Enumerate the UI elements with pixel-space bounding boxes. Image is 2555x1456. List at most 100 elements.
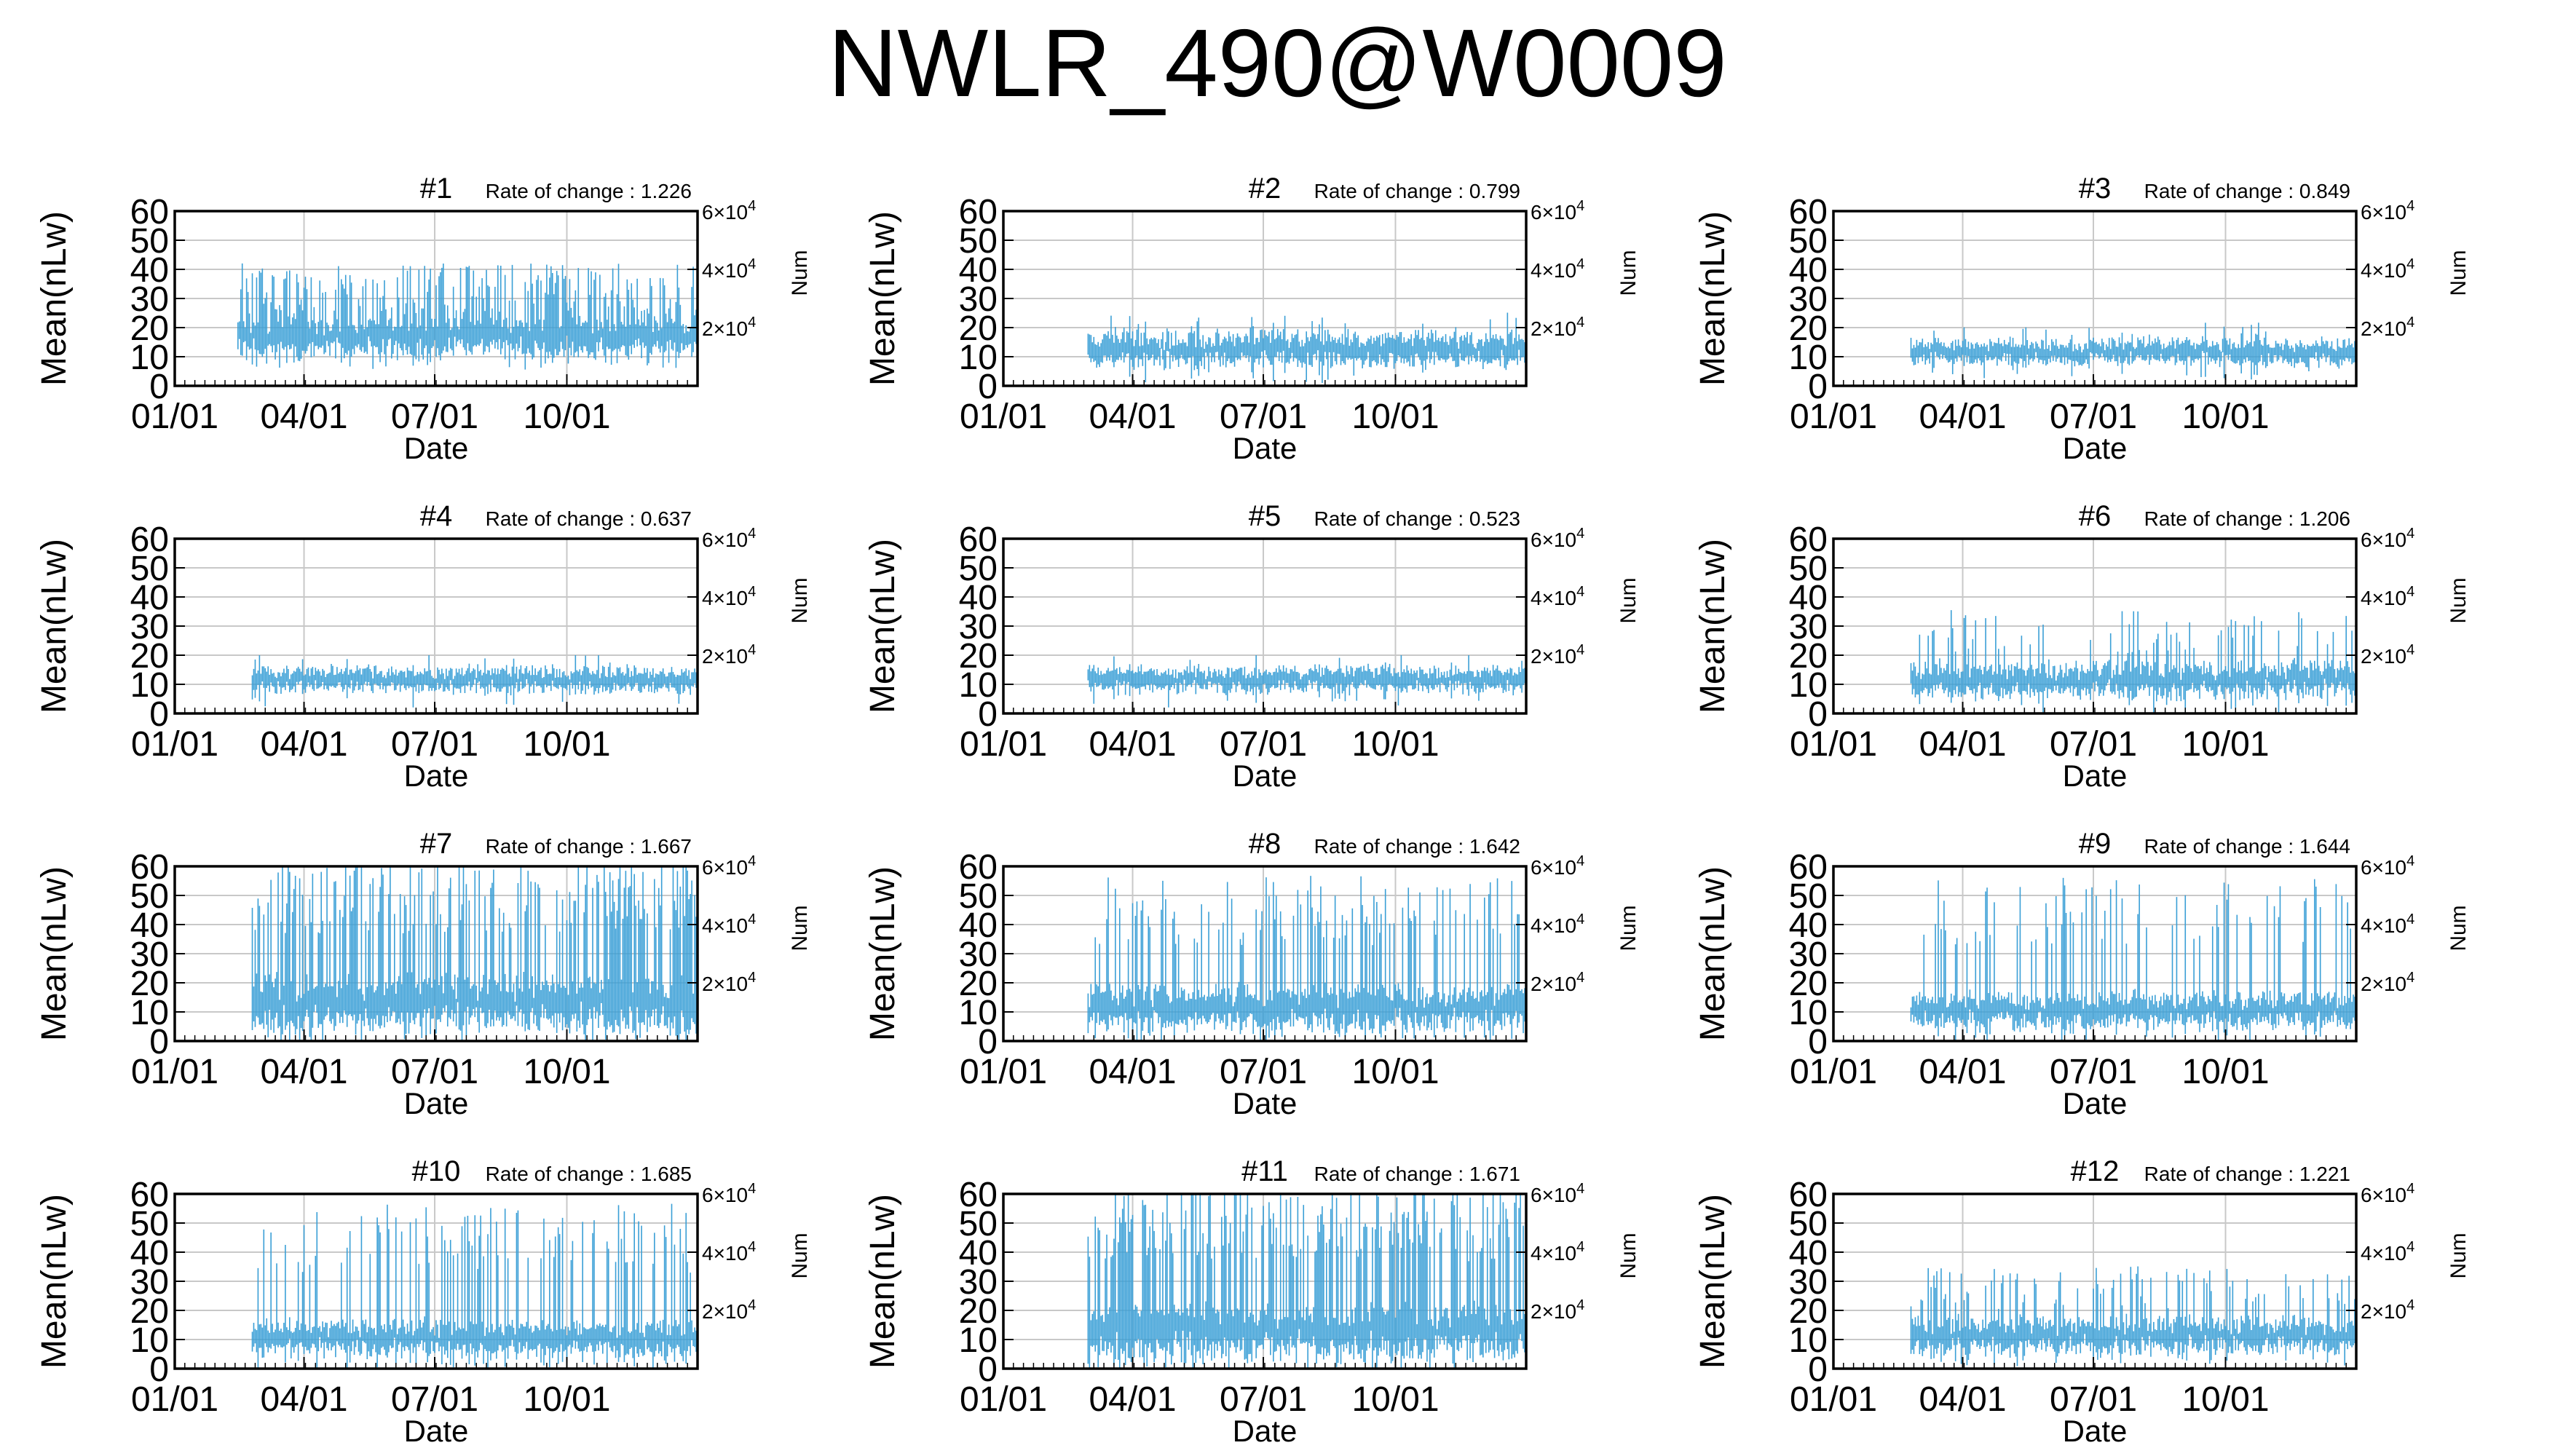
y2-tick-label: 6×104 <box>702 198 756 223</box>
y-tick-label: 60 <box>959 193 998 232</box>
x-tick-label: 01/01 <box>960 397 1047 436</box>
x-tick-label: 10/01 <box>1351 725 1439 764</box>
x-tick-label: 07/01 <box>391 1053 478 1091</box>
x-tick-label: 04/01 <box>1089 1053 1176 1091</box>
y-tick-label: 30 <box>130 280 169 319</box>
x-tick-label: 10/01 <box>2181 725 2269 764</box>
y-tick-label: 10 <box>130 666 169 705</box>
x-tick-label: 07/01 <box>2050 725 2137 764</box>
y-tick-label: 40 <box>1789 579 1828 617</box>
x-tick-label: 10/01 <box>523 725 610 764</box>
x-tick-label: 04/01 <box>260 1380 347 1419</box>
y2-axis-label: Num <box>2447 250 2471 296</box>
y2-axis-label: Num <box>1616 577 1640 623</box>
y-tick-label: 0 <box>149 368 169 406</box>
y-tick-label: 10 <box>1789 339 1828 377</box>
y2-tick-label: 4×104 <box>1531 256 1584 282</box>
y-tick-label: 20 <box>1789 309 1828 348</box>
y-tick-label: 0 <box>149 1023 169 1061</box>
y-tick-label: 60 <box>130 848 169 887</box>
y2-axis-label: Num <box>1616 250 1640 296</box>
x-axis-label: Date <box>404 431 469 465</box>
y-tick-label: 10 <box>959 666 998 705</box>
y2-tick-label: 4×104 <box>2361 1239 2414 1265</box>
y-tick-label: 0 <box>978 1350 998 1389</box>
rate-of-change: Rate of change : 1.667 <box>486 835 692 858</box>
y-tick-label: 40 <box>959 579 998 617</box>
x-tick-label: 04/01 <box>260 1053 347 1091</box>
x-tick-label: 04/01 <box>260 725 347 764</box>
rate-of-change: Rate of change : 0.637 <box>486 507 692 530</box>
y2-axis-label: Num <box>2447 905 2471 951</box>
y-tick-label: 60 <box>1789 521 1828 559</box>
y-tick-label: 0 <box>149 695 169 734</box>
y-tick-label: 0 <box>978 695 998 734</box>
y-axis-label: Mean(nLw) <box>35 866 74 1041</box>
y2-tick-label: 2×104 <box>2361 970 2414 995</box>
y2-tick-label: 2×104 <box>702 314 756 340</box>
y2-tick-label: 4×104 <box>2361 911 2414 937</box>
y-axis-label: Mean(nLw) <box>864 1194 902 1369</box>
x-tick-label: 01/01 <box>1790 397 1877 436</box>
y2-axis-label: Num <box>2447 577 2471 623</box>
subplot-title: #7 <box>420 828 453 860</box>
rate-of-change: Rate of change : 1.644 <box>2144 835 2350 858</box>
y2-tick-label: 6×104 <box>1531 198 1584 223</box>
x-tick-label: 10/01 <box>2181 1380 2269 1419</box>
y-tick-label: 10 <box>1789 1321 1828 1360</box>
y-tick-label: 50 <box>1789 550 1828 588</box>
rate-of-change: Rate of change : 1.685 <box>486 1163 692 1185</box>
y-tick-label: 10 <box>959 1321 998 1360</box>
rate-of-change: Rate of change : 1.206 <box>2144 507 2350 530</box>
y-tick-label: 20 <box>959 1292 998 1331</box>
x-tick-label: 04/01 <box>1919 725 2006 764</box>
y-tick-label: 60 <box>1789 1176 1828 1214</box>
y2-tick-label: 4×104 <box>2361 256 2414 282</box>
y2-tick-label: 2×104 <box>702 970 756 995</box>
y-tick-label: 0 <box>978 1023 998 1061</box>
y2-tick-label: 6×104 <box>702 1181 756 1206</box>
y2-tick-label: 4×104 <box>1531 911 1584 937</box>
y-axis-label: Mean(nLw) <box>864 866 902 1041</box>
x-axis-label: Date <box>2063 759 2128 793</box>
x-axis-label: Date <box>404 1086 469 1120</box>
y-tick-label: 50 <box>130 1205 169 1243</box>
x-tick-label: 04/01 <box>1089 725 1176 764</box>
x-tick-label: 01/01 <box>131 725 218 764</box>
rate-of-change: Rate of change : 0.523 <box>1314 507 1520 530</box>
y-tick-label: 40 <box>1789 251 1828 290</box>
rate-of-change: Rate of change : 1.642 <box>1314 835 1520 858</box>
y-tick-label: 40 <box>130 1234 169 1273</box>
y2-tick-label: 6×104 <box>2361 526 2414 551</box>
y-tick-label: 50 <box>959 877 998 916</box>
y-tick-label: 50 <box>1789 222 1828 261</box>
y-tick-label: 30 <box>959 935 998 974</box>
subplot-title: #9 <box>2079 828 2112 860</box>
y-tick-label: 40 <box>1789 1234 1828 1273</box>
y-tick-label: 40 <box>130 579 169 617</box>
x-axis-label: Date <box>1233 1086 1298 1120</box>
rate-of-change: Rate of change : 0.799 <box>1314 180 1520 202</box>
y-tick-label: 60 <box>959 521 998 559</box>
y2-tick-label: 6×104 <box>702 853 756 879</box>
y-tick-label: 0 <box>978 368 998 406</box>
y2-axis-label: Num <box>788 905 812 951</box>
y2-tick-label: 2×104 <box>2361 1297 2414 1323</box>
y-tick-label: 60 <box>959 1176 998 1214</box>
x-tick-label: 04/01 <box>1089 397 1176 436</box>
x-tick-label: 01/01 <box>960 725 1047 764</box>
y-tick-label: 50 <box>130 222 169 261</box>
y-tick-label: 20 <box>959 637 998 676</box>
x-tick-label: 07/01 <box>391 1380 478 1419</box>
x-tick-label: 01/01 <box>1790 1053 1877 1091</box>
y2-tick-label: 2×104 <box>1531 1297 1584 1323</box>
y2-axis-label: Num <box>1616 905 1640 951</box>
y-tick-label: 10 <box>1789 994 1828 1032</box>
y-tick-label: 0 <box>1808 695 1828 734</box>
x-tick-label: 10/01 <box>2181 397 2269 436</box>
